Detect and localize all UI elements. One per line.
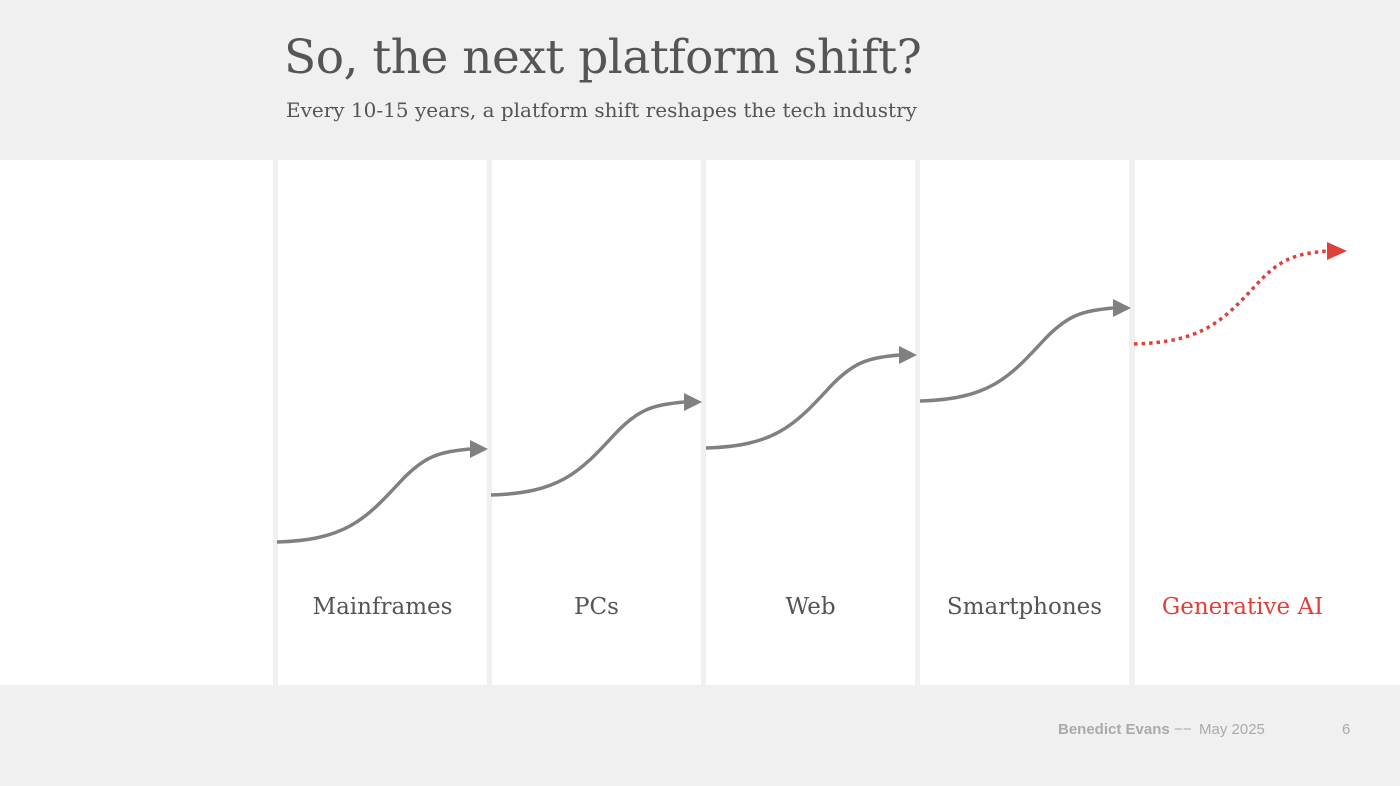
slide-subtitle: Every 10-15 years, a platform shift resh… bbox=[286, 98, 917, 122]
panel-web: Web bbox=[706, 160, 915, 685]
panel-mainframes: Mainframes bbox=[278, 160, 487, 685]
curve-mainframes bbox=[276, 440, 488, 544]
curve-smartphones bbox=[919, 299, 1131, 403]
slide-header: So, the next platform shift? Every 10-15… bbox=[0, 0, 1400, 160]
platform-shift-diagram: Mainframes PCs Web Smartphones Generativ… bbox=[0, 160, 1400, 685]
panel-generative-ai: Generative AI bbox=[1135, 160, 1400, 685]
panel-smartphones: Smartphones bbox=[920, 160, 1129, 685]
label-mainframes: Mainframes bbox=[312, 594, 453, 620]
footer-separator: −− bbox=[1174, 721, 1192, 738]
footer-author: Benedict Evans bbox=[1058, 721, 1170, 738]
empty-panel bbox=[0, 160, 273, 685]
footer-date: May 2025 bbox=[1199, 721, 1265, 738]
page-number: 6 bbox=[1342, 721, 1351, 738]
slide-title: So, the next platform shift? bbox=[284, 30, 922, 85]
curve-pcs bbox=[490, 393, 702, 497]
label-web: Web bbox=[785, 594, 836, 620]
s-curves bbox=[276, 242, 1347, 544]
label-pcs: PCs bbox=[574, 594, 619, 620]
label-smartphones: Smartphones bbox=[946, 594, 1103, 620]
panel-pcs: PCs bbox=[492, 160, 701, 685]
curve-web bbox=[705, 346, 917, 450]
curve-generative-ai bbox=[1133, 242, 1347, 346]
label-generative-ai: Generative AI bbox=[1161, 594, 1324, 620]
